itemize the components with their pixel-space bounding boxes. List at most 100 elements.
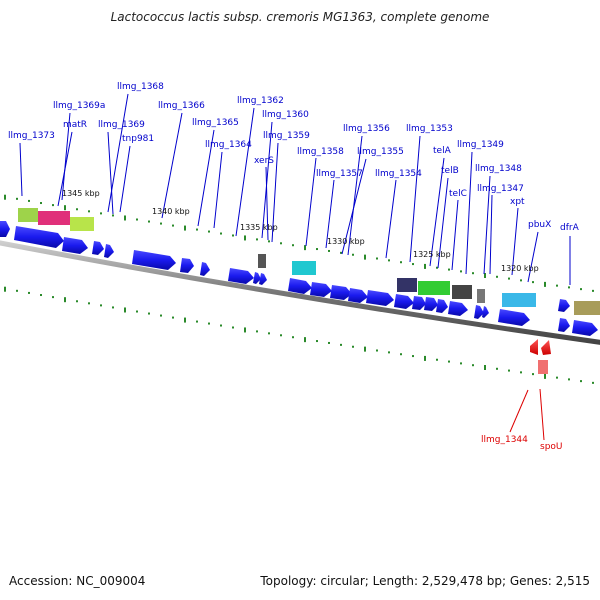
tick-mark [340,251,342,254]
tick-mark [532,373,534,376]
gene-label-llmg_1344[interactable]: llmg_1344 [481,435,528,445]
gene-arrow[interactable] [259,273,267,285]
scale-labels: 1345 kbp 1340 kbp 1335 kbp 1330 kbp 1325 kbp… [62,189,539,273]
gene-label-llmg_1365[interactable]: llmg_1365 [192,118,239,128]
gene-arrow-llmg-1344[interactable] [530,339,538,355]
gene-arrow[interactable] [572,320,598,336]
gene-label-llmg_1366[interactable]: llmg_1366 [158,101,205,111]
feature-box-magenta [38,211,70,225]
gene-label-llmg_1356[interactable]: llmg_1356 [343,124,390,134]
gene-arrow[interactable] [498,309,530,326]
gene-label-llmg_1362[interactable]: llmg_1362 [237,96,284,106]
gene-label-llmg_1360[interactable]: llmg_1360 [262,110,309,120]
tick-mark [316,248,318,251]
gene-label-telc[interactable]: telC [449,189,467,199]
tick-mark [568,286,570,289]
gene-label-llmg_1359[interactable]: llmg_1359 [263,131,310,141]
gene-label-llmg_1373[interactable]: llmg_1373 [8,131,55,141]
gene-arrow[interactable] [558,299,570,312]
gene-label-xers[interactable]: xerS [254,156,274,166]
gene-arrow[interactable] [104,244,114,258]
gene-label-llmg_1348[interactable]: llmg_1348 [475,164,522,174]
leader-line [271,142,279,243]
tick-mark [400,353,402,356]
topology-footer: Topology: circular; Length: 2,529,478 bp… [260,574,590,588]
gene-arrow[interactable] [330,285,352,300]
tick-mark [136,218,138,221]
gene-label-llmg_1354[interactable]: llmg_1354 [375,169,422,179]
feature-box-cyan [292,261,316,275]
tick-mark [484,272,486,278]
gene-label-llmg_1369[interactable]: llmg_1369 [98,120,145,130]
tick-mark [64,297,66,303]
gene-arrow[interactable] [310,282,332,297]
tick-mark [364,346,366,352]
forward-genes [0,221,598,336]
gene-label-telb[interactable]: telB [441,166,459,176]
page-title: Lactococcus lactis subsp. cremoris MG136… [110,10,490,24]
gene-arrow[interactable] [288,278,312,294]
gene-label-llmg_1369a[interactable]: llmg_1369a [53,101,105,111]
gene-arrow[interactable] [558,318,570,332]
feature-box-lime [70,217,94,231]
gene-arrow[interactable] [14,226,64,248]
leader-line [235,107,255,237]
gene-arrow-spou[interactable] [541,340,551,355]
gene-arrow[interactable] [448,301,468,316]
gene-arrow[interactable] [474,305,484,319]
tick-mark [544,281,546,287]
leader-line [429,157,445,267]
gene-label-tela[interactable]: telA [433,146,452,156]
gene-arrow[interactable] [92,241,104,255]
gene-arrow[interactable] [482,306,489,318]
gene-arrow[interactable] [180,258,194,273]
gene-arrow[interactable] [424,297,438,311]
tick-mark [352,345,354,348]
gene-label-xpt[interactable]: xpt [510,197,525,207]
gene-label-llmg_1355[interactable]: llmg_1355 [357,147,404,157]
gene-arrow[interactable] [132,250,176,270]
gene-arrow[interactable] [200,262,210,276]
tick-mark [268,240,270,243]
gene-arrow[interactable] [436,299,448,313]
tick-mark [508,369,510,372]
gene-arrow[interactable] [228,268,254,284]
gene-arrow[interactable] [394,294,414,309]
gene-label-matr[interactable]: matR [63,120,87,130]
tick-mark [484,364,486,370]
gene-label-llmg_1353[interactable]: llmg_1353 [406,124,453,134]
gene-arrow[interactable] [253,272,261,284]
gene-arrow[interactable] [348,288,368,303]
leader-line [489,194,493,275]
gene-arrow[interactable] [366,290,394,306]
feature-box-dark [452,285,472,299]
reverse-genes [530,339,551,374]
scale-label: 1325 kbp [413,250,451,259]
gene-label-llmg_1349[interactable]: llmg_1349 [457,140,504,150]
feature-box-pink [538,360,548,374]
leader-line [197,129,215,227]
gene-arrow[interactable] [62,237,88,254]
gene-arrow[interactable] [0,221,10,237]
gene-label-dfra[interactable]: dfrA [560,223,580,233]
tick-mark [520,279,522,282]
tick-mark [136,310,138,313]
leader-line [107,93,129,213]
gene-label-tnp981[interactable]: tnp981 [122,134,154,144]
tick-mark [28,199,30,202]
gene-label-llmg_1364[interactable]: llmg_1364 [205,140,252,150]
leader-line [305,157,317,247]
gene-label-llmg_1347[interactable]: llmg_1347 [477,184,524,194]
tick-mark [244,327,246,333]
tick-mark [400,261,402,264]
coordinate-ticks [4,194,594,384]
tick-mark [16,289,18,292]
gene-label-llmg_1368[interactable]: llmg_1368 [117,82,164,92]
tick-mark [256,330,258,333]
tick-mark [532,281,534,284]
gene-label-llmg_1358[interactable]: llmg_1358 [297,147,344,157]
gene-label-pbux[interactable]: pbuX [528,220,551,230]
gene-arrow[interactable] [412,296,426,310]
gene-label-spou[interactable]: spoU [540,442,563,452]
gene-label-llmg_1357[interactable]: llmg_1357 [316,169,363,179]
